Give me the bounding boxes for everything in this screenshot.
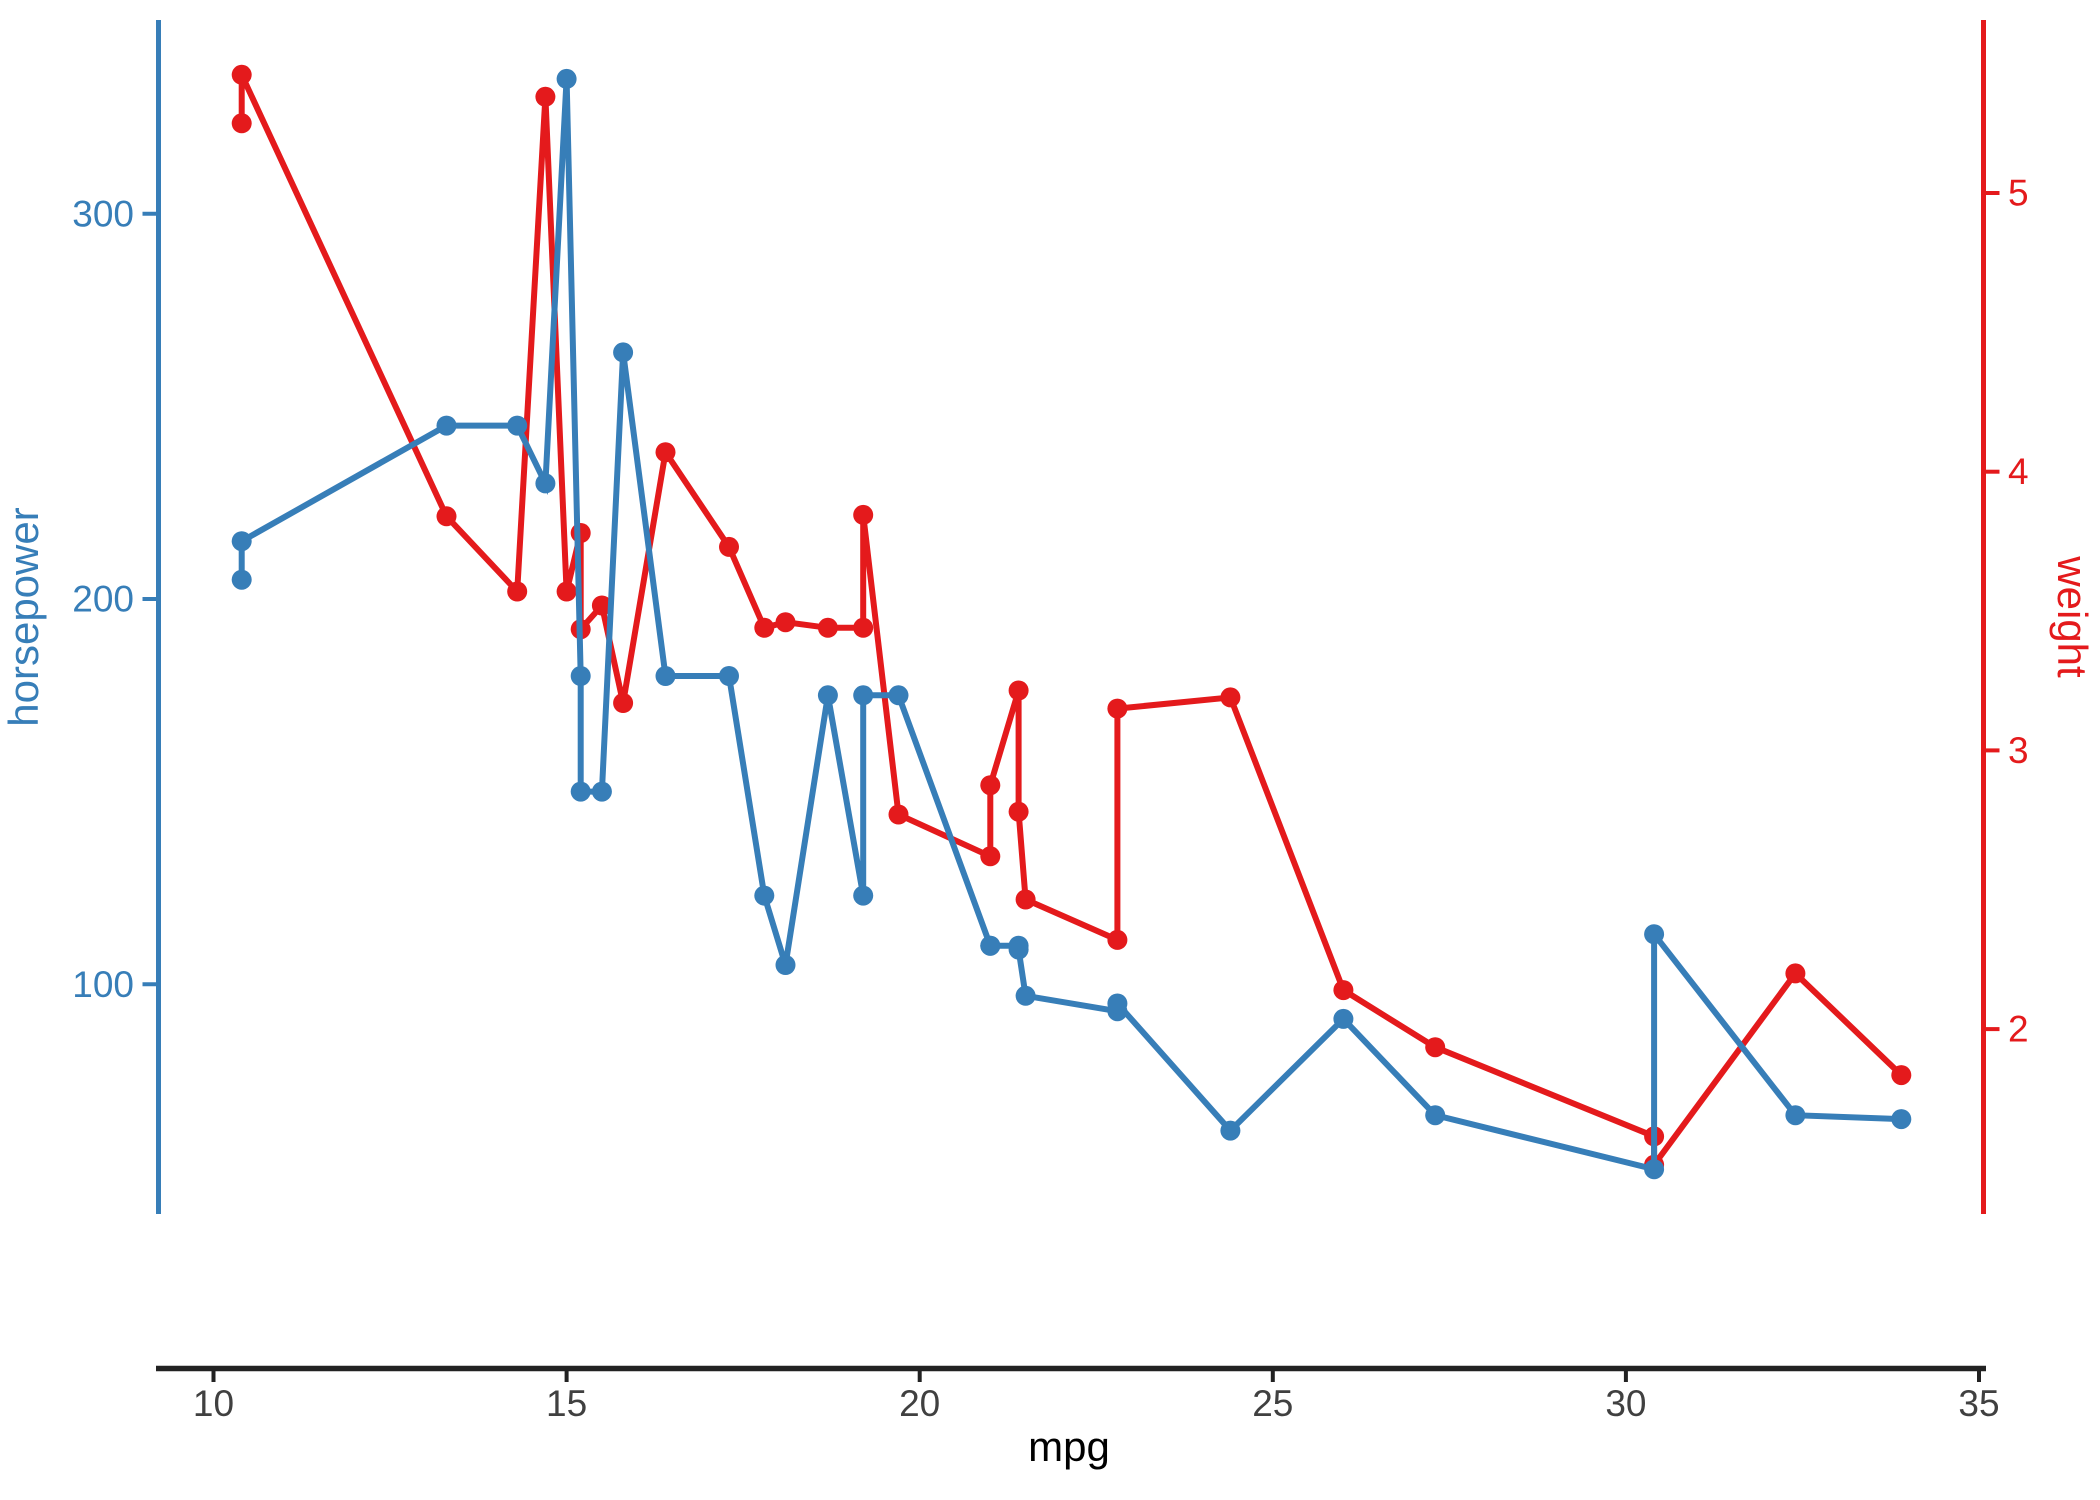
horsepower-point bbox=[888, 685, 909, 706]
horsepower-point bbox=[754, 885, 775, 906]
horsepower-point bbox=[570, 781, 591, 802]
right-axis-tick-label-5: 5 bbox=[2008, 173, 2029, 214]
horsepower-point bbox=[775, 955, 796, 975]
weight-point bbox=[1220, 687, 1241, 708]
horsepower-point bbox=[1008, 939, 1029, 960]
left-axis-tick-label-300: 300 bbox=[72, 193, 134, 234]
weight-point bbox=[719, 536, 739, 557]
horsepower-point bbox=[719, 666, 739, 686]
weight-point bbox=[817, 617, 838, 638]
weight-point bbox=[507, 581, 528, 602]
weight-point bbox=[1425, 1037, 1446, 1058]
horsepower-point bbox=[231, 531, 252, 552]
horsepower-point bbox=[591, 781, 612, 802]
weight-point bbox=[1891, 1065, 1912, 1086]
weight-point bbox=[853, 617, 874, 638]
horsepower-point bbox=[817, 685, 838, 706]
horsepower-point bbox=[655, 666, 676, 686]
weight-point bbox=[980, 775, 1001, 796]
horsepower-point bbox=[853, 685, 874, 706]
weight-point bbox=[655, 442, 676, 463]
horsepower-point bbox=[1333, 1008, 1354, 1029]
weight-point bbox=[853, 504, 874, 525]
right-axis-title: weight bbox=[2049, 555, 2096, 678]
left-axis-tick-label-100: 100 bbox=[72, 964, 134, 1005]
horsepower-point bbox=[1425, 1105, 1446, 1126]
x-axis-tick-label-35: 35 bbox=[1958, 1383, 1999, 1424]
weight-point bbox=[613, 693, 634, 713]
weight-point bbox=[1008, 801, 1029, 822]
horsepower-point bbox=[436, 415, 457, 436]
x-axis-tick-label-30: 30 bbox=[1605, 1383, 1646, 1424]
weight-point bbox=[1008, 680, 1029, 701]
weight-line bbox=[238, 73, 1904, 1174]
horsepower-point bbox=[507, 415, 528, 436]
horsepower-point bbox=[1644, 924, 1665, 945]
horsepower-point bbox=[556, 68, 577, 89]
right-axis-tick-label-4: 4 bbox=[2008, 451, 2029, 492]
left-axis-title: horsepower bbox=[0, 507, 47, 726]
x-axis-tick-label-10: 10 bbox=[193, 1383, 234, 1424]
weight-point bbox=[775, 612, 796, 633]
weight-point bbox=[570, 523, 591, 543]
weight-point bbox=[231, 64, 252, 85]
weight-point bbox=[1107, 698, 1128, 719]
x-axis-tick-label-25: 25 bbox=[1252, 1383, 1293, 1424]
weight-point bbox=[535, 86, 556, 107]
x-axis-tick-label-20: 20 bbox=[899, 1383, 940, 1424]
horsepower-point bbox=[1785, 1105, 1806, 1126]
x-axis-title: mpg bbox=[1028, 1423, 1110, 1470]
horsepower-point bbox=[1107, 993, 1128, 1014]
left-axis-tick-label-200: 200 bbox=[72, 579, 134, 620]
weight-point bbox=[231, 113, 252, 134]
horsepower-point bbox=[1891, 1109, 1912, 1130]
weight-point bbox=[1785, 963, 1806, 984]
weight-point bbox=[888, 804, 909, 825]
weight-point bbox=[1107, 929, 1128, 950]
right-axis-tick-label-2: 2 bbox=[2008, 1009, 2029, 1050]
weight-point bbox=[1015, 889, 1036, 910]
weight-point bbox=[436, 506, 457, 527]
horsepower-point bbox=[1015, 985, 1036, 1006]
horsepower-point bbox=[231, 569, 252, 590]
weight-point bbox=[980, 846, 1001, 867]
x-axis-tick-label-15: 15 bbox=[546, 1383, 587, 1424]
weight-point bbox=[1333, 980, 1354, 1001]
horsepower-point bbox=[535, 473, 556, 494]
horsepower-point bbox=[1220, 1120, 1241, 1141]
right-axis-tick-label-3: 3 bbox=[2008, 730, 2029, 771]
horsepower-point bbox=[1644, 1159, 1665, 1180]
horsepower-point bbox=[853, 885, 874, 906]
weight-point bbox=[591, 595, 612, 616]
horsepower-line bbox=[238, 78, 1902, 1174]
horsepower-point bbox=[980, 935, 1001, 956]
weight-point bbox=[754, 617, 775, 638]
horsepower-point bbox=[570, 666, 591, 686]
horsepower-point bbox=[613, 342, 634, 363]
weight-point bbox=[556, 581, 577, 602]
